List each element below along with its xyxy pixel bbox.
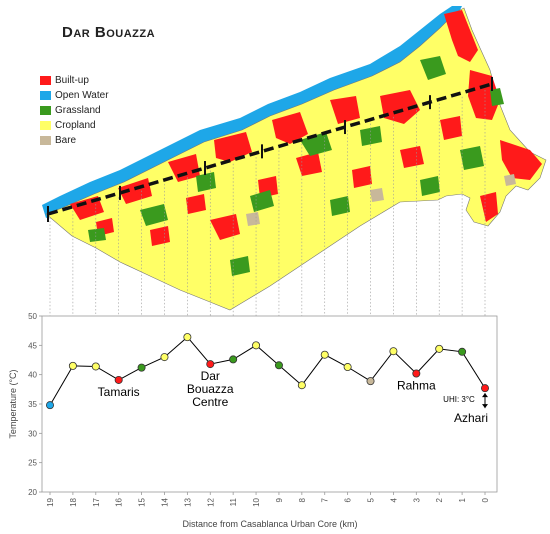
x-tick-label: 2 bbox=[435, 497, 444, 502]
temperature-points bbox=[46, 333, 489, 410]
y-tick-label: 35 bbox=[28, 400, 37, 409]
annotation-label: UHI: 3°C bbox=[443, 395, 475, 404]
temperature-point bbox=[366, 377, 375, 386]
temperature-point bbox=[297, 381, 306, 390]
x-tick-label: 1 bbox=[458, 497, 467, 502]
plot-frame bbox=[41, 315, 498, 493]
annotation-label: Rahma bbox=[397, 378, 436, 392]
annotation-label: Dar bbox=[201, 369, 220, 383]
temperature-point bbox=[480, 384, 489, 393]
open-water-strip bbox=[42, 6, 462, 218]
temperature-point bbox=[183, 333, 192, 342]
x-tick-label: 6 bbox=[344, 497, 353, 502]
temperature-point bbox=[91, 362, 100, 371]
x-axis-ticks: 19 18 17 16 15 14 13 12 11 10 9 8 7 6 5 4 3 2 1 0 bbox=[46, 492, 490, 507]
uhi-arrow-head bbox=[482, 404, 488, 409]
legend-swatch bbox=[40, 121, 51, 130]
legend-swatch bbox=[40, 106, 51, 115]
legend-label: Open Water bbox=[55, 90, 109, 101]
x-tick-label: 19 bbox=[46, 497, 55, 506]
x-tick-label: 4 bbox=[389, 497, 398, 502]
x-tick-label: 0 bbox=[481, 497, 490, 502]
annotation-label: Tamaris bbox=[98, 385, 140, 399]
y-tick-label: 45 bbox=[28, 341, 37, 350]
x-tick-label: 12 bbox=[206, 497, 215, 506]
temperature-point bbox=[206, 360, 215, 369]
annotation-label: Bouazza bbox=[187, 382, 234, 396]
x-tick-label: 7 bbox=[321, 497, 330, 502]
x-tick-label: 13 bbox=[183, 497, 192, 506]
x-tick-label: 9 bbox=[275, 497, 284, 502]
y-axis-ticks: 20 25 30 35 40 45 50 bbox=[28, 312, 42, 497]
legend-item-built-up: Built-up bbox=[40, 73, 109, 88]
x-axis-title: Distance from Casablanca Urban Core (km) bbox=[182, 519, 357, 529]
bare-patches bbox=[246, 174, 516, 226]
annotation-label: Azhari bbox=[454, 411, 488, 425]
x-tick-label: 14 bbox=[160, 497, 169, 506]
legend-label: Built-up bbox=[55, 75, 89, 86]
annotation-label: Centre bbox=[192, 395, 228, 409]
temperature-series-line bbox=[49, 336, 486, 406]
legend-item-open-water: Open Water bbox=[40, 88, 109, 103]
temperature-point bbox=[343, 363, 352, 372]
legend-label: Grassland bbox=[55, 105, 101, 116]
temperature-point bbox=[137, 363, 146, 372]
temperature-point bbox=[389, 347, 398, 356]
x-tick-label: 16 bbox=[115, 497, 124, 506]
transect-ticks bbox=[47, 77, 493, 222]
temperature-point bbox=[229, 355, 238, 364]
uhi-arrow-head bbox=[482, 393, 488, 398]
x-tick-label: 11 bbox=[229, 497, 238, 506]
x-tick-label: 8 bbox=[298, 497, 307, 502]
temperature-point bbox=[68, 361, 77, 370]
y-tick-label: 50 bbox=[28, 312, 37, 321]
temperature-point bbox=[412, 369, 421, 378]
temperature-point bbox=[435, 344, 444, 353]
map-legend: Built-up Open Water Grassland Cropland B… bbox=[40, 73, 109, 148]
built-up-patches bbox=[70, 10, 542, 246]
legend-label: Cropland bbox=[55, 120, 96, 131]
transect-line bbox=[47, 82, 493, 216]
legend-swatch bbox=[40, 76, 51, 85]
x-tick-label: 5 bbox=[367, 497, 376, 502]
y-tick-label: 20 bbox=[28, 488, 37, 497]
land-body bbox=[45, 7, 547, 311]
legend-item-bare: Bare bbox=[40, 133, 109, 148]
temperature-point bbox=[46, 401, 55, 410]
x-tick-label: 10 bbox=[252, 497, 261, 506]
y-tick-label: 30 bbox=[28, 429, 37, 438]
temperature-point bbox=[458, 347, 467, 356]
temperature-point bbox=[320, 350, 329, 359]
legend-swatch bbox=[40, 136, 51, 145]
y-tick-label: 40 bbox=[28, 371, 37, 380]
temperature-point bbox=[160, 353, 169, 362]
legend-label: Bare bbox=[55, 135, 77, 146]
x-tick-label: 15 bbox=[138, 497, 147, 506]
temperature-point bbox=[252, 341, 261, 350]
x-tick-label: 18 bbox=[69, 497, 78, 506]
map-title: Dar Bouazza bbox=[62, 24, 156, 41]
legend-item-cropland: Cropland bbox=[40, 118, 109, 133]
legend-item-grassland: Grassland bbox=[40, 103, 109, 118]
land-cover-map bbox=[42, 6, 547, 311]
grassland-patches bbox=[88, 56, 504, 276]
temperature-point bbox=[274, 361, 283, 370]
x-tick-label: 3 bbox=[412, 497, 421, 502]
legend-swatch bbox=[40, 91, 51, 100]
temperature-point bbox=[114, 375, 123, 384]
y-axis-title: Temperature (°C) bbox=[8, 369, 18, 438]
x-tick-label: 17 bbox=[92, 497, 101, 506]
connector-lines bbox=[49, 90, 486, 316]
y-tick-label: 25 bbox=[28, 459, 37, 468]
